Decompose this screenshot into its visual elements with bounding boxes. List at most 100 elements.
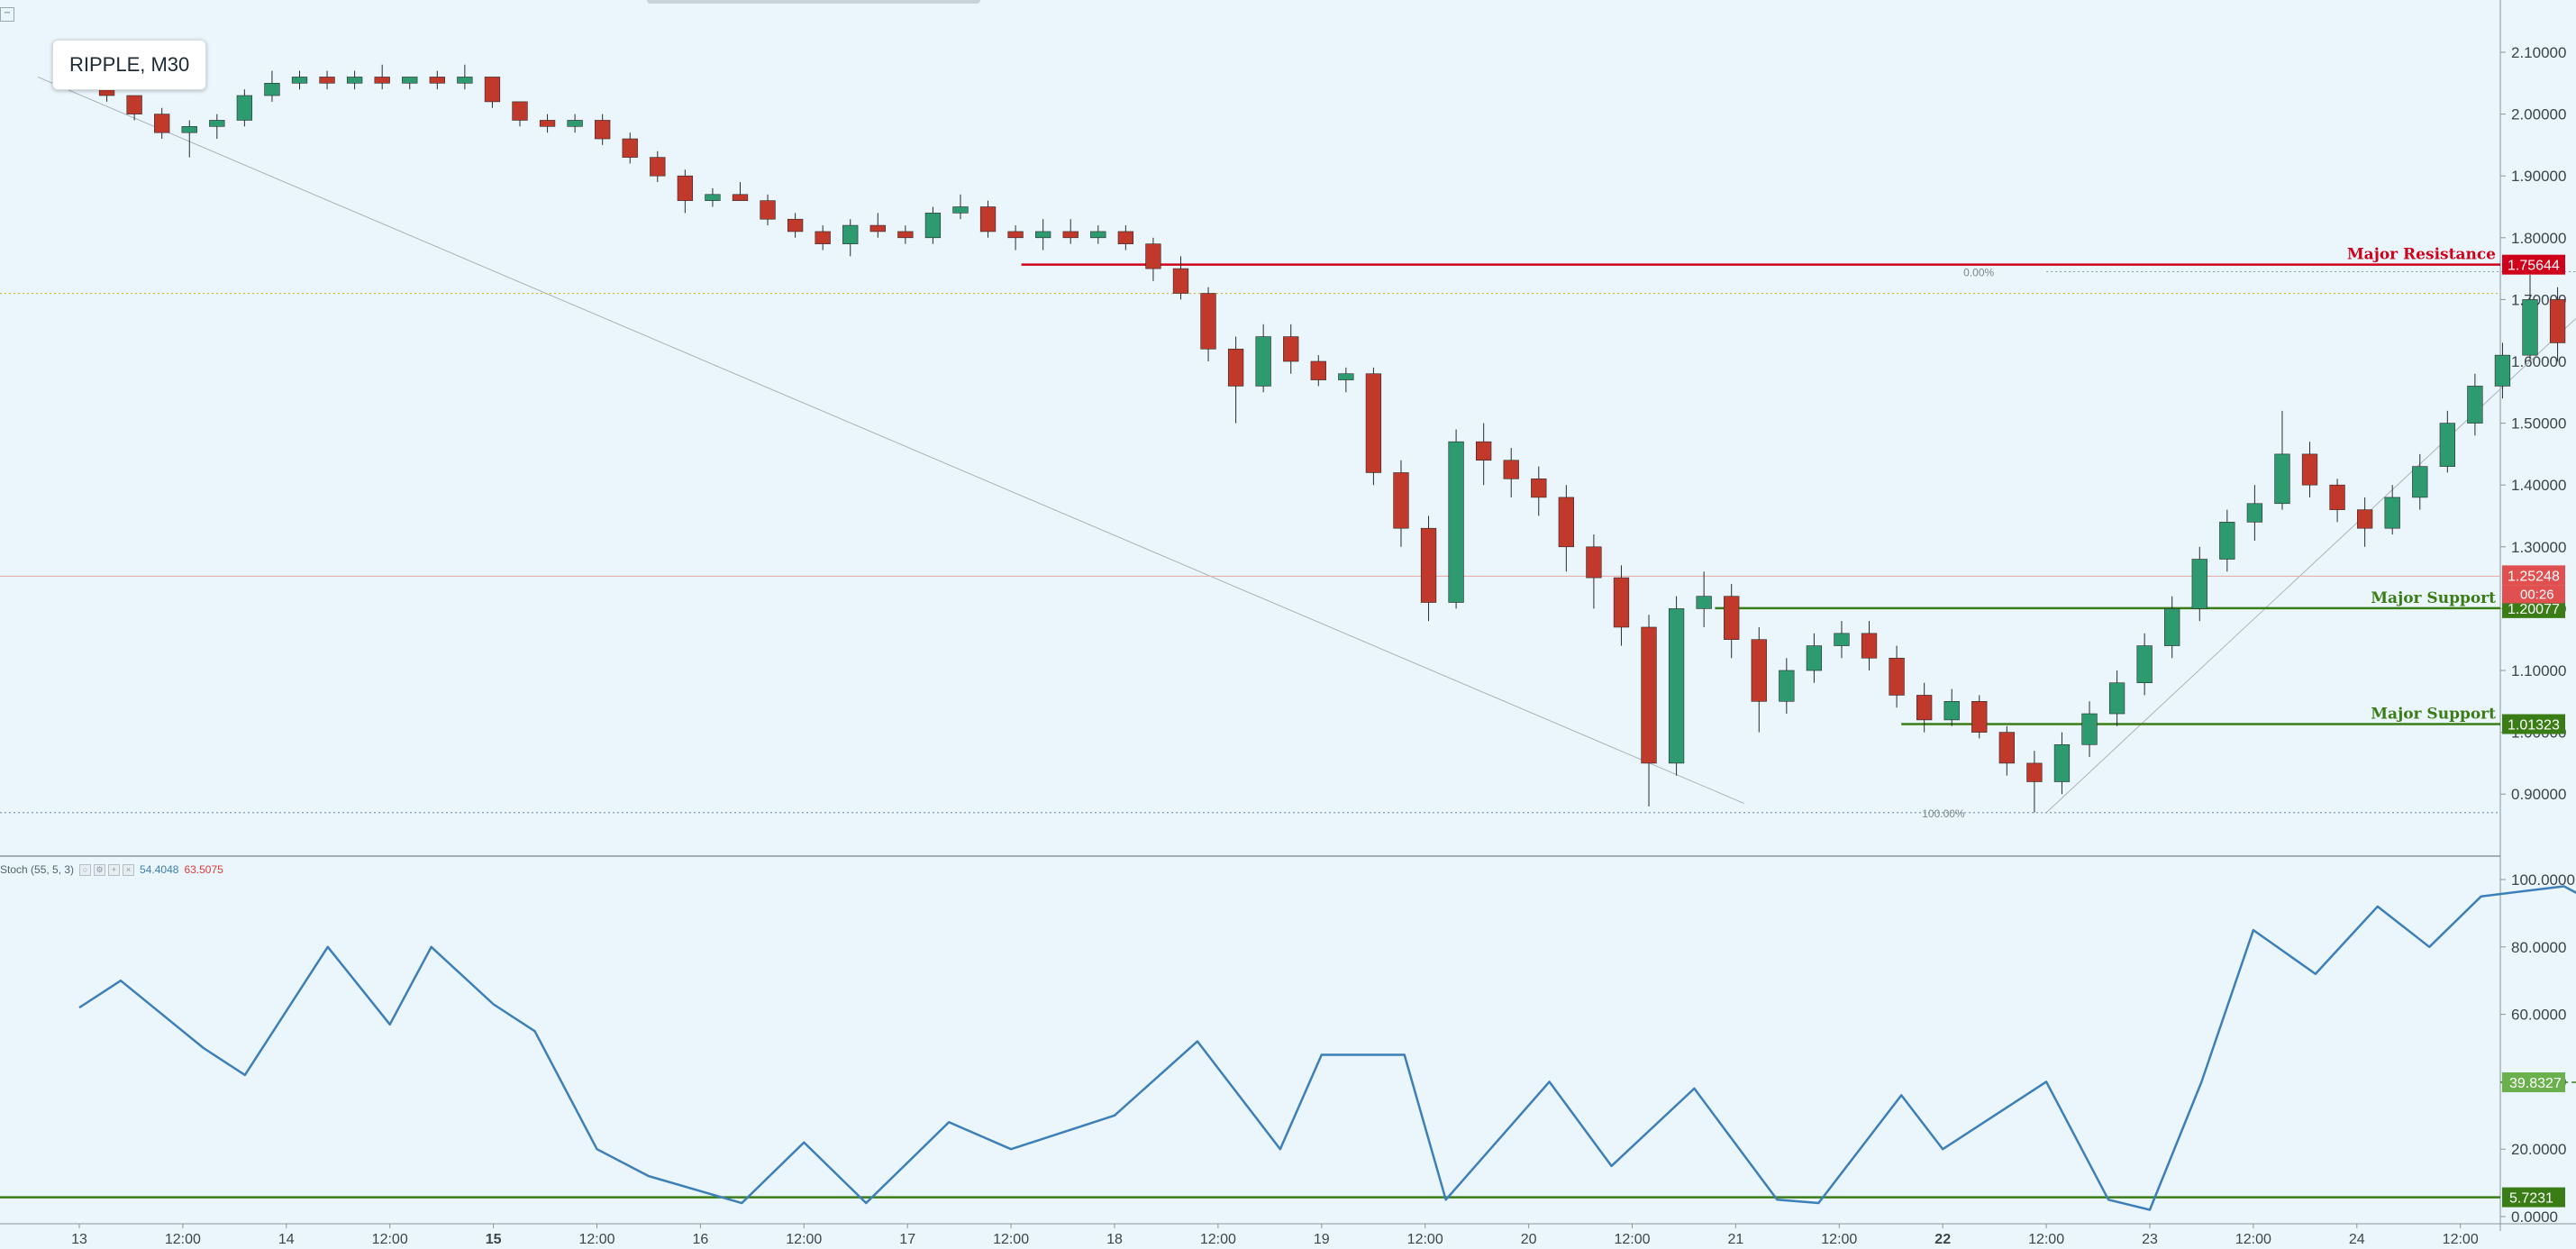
candle-body[interactable] bbox=[897, 231, 914, 239]
candle-body[interactable] bbox=[1035, 231, 1051, 239]
candle-body[interactable] bbox=[1696, 596, 1712, 609]
candle-body[interactable] bbox=[2494, 354, 2511, 387]
candle-body[interactable] bbox=[924, 213, 942, 239]
candle-body[interactable] bbox=[2136, 645, 2153, 684]
candle-body[interactable] bbox=[1503, 460, 1519, 479]
candle-body[interactable] bbox=[1889, 657, 1905, 696]
candle-body[interactable] bbox=[622, 138, 638, 158]
candle-body[interactable] bbox=[1062, 231, 1079, 239]
candle-body[interactable] bbox=[1090, 231, 1106, 239]
candle-body[interactable] bbox=[1117, 231, 1134, 244]
candle-body[interactable] bbox=[1751, 639, 1767, 702]
candle-body[interactable] bbox=[787, 218, 804, 232]
candle-body[interactable] bbox=[484, 77, 501, 103]
candle-body[interactable] bbox=[1365, 373, 1382, 473]
candle-body[interactable] bbox=[2329, 484, 2345, 510]
candle-body[interactable] bbox=[2246, 503, 2263, 523]
candle-body[interactable] bbox=[209, 120, 225, 127]
candle-body[interactable] bbox=[374, 77, 390, 84]
candle-body[interactable] bbox=[1145, 243, 1161, 269]
candle-body[interactable] bbox=[264, 83, 280, 96]
candle-body[interactable] bbox=[154, 114, 170, 133]
stoch-line[interactable] bbox=[78, 885, 2576, 1211]
candle-body[interactable] bbox=[2384, 497, 2400, 529]
candle-body[interactable] bbox=[1531, 479, 1547, 498]
candle-body[interactable] bbox=[1943, 700, 1960, 721]
candle-body[interactable] bbox=[1779, 670, 1795, 702]
candle-body[interactable] bbox=[1393, 472, 1409, 529]
candle-body[interactable] bbox=[429, 77, 445, 84]
candle-body[interactable] bbox=[595, 120, 611, 140]
candle-body[interactable] bbox=[1200, 293, 1216, 350]
candle-body[interactable] bbox=[2081, 713, 2098, 745]
candle-body[interactable] bbox=[1338, 373, 1354, 380]
candle-body[interactable] bbox=[1586, 546, 1602, 579]
eye-icon[interactable]: ○ bbox=[79, 863, 92, 876]
candle-body[interactable] bbox=[2164, 608, 2180, 646]
candle-body[interactable] bbox=[815, 231, 831, 244]
candle-body[interactable] bbox=[2301, 453, 2318, 486]
candle-body[interactable] bbox=[1916, 695, 1933, 721]
candle-body[interactable] bbox=[2026, 762, 2043, 782]
candle-body[interactable] bbox=[1641, 626, 1657, 764]
add-icon[interactable]: + bbox=[108, 863, 121, 876]
candle-body[interactable] bbox=[1420, 527, 1437, 603]
settings-icon[interactable]: ⚙ bbox=[94, 863, 106, 876]
candle-body[interactable] bbox=[1971, 700, 1988, 733]
candle-body[interactable] bbox=[346, 77, 363, 84]
candle-body[interactable] bbox=[842, 224, 859, 244]
candle-body[interactable] bbox=[2219, 522, 2235, 560]
candle-body[interactable] bbox=[869, 224, 886, 232]
candle-body[interactable] bbox=[677, 175, 694, 201]
candle-body[interactable] bbox=[1172, 268, 1189, 294]
candle-body[interactable] bbox=[732, 194, 749, 201]
candle-body[interactable] bbox=[952, 206, 969, 214]
candle-body[interactable] bbox=[1558, 497, 1574, 548]
candle-body[interactable] bbox=[2274, 453, 2290, 505]
candle-body[interactable] bbox=[2191, 559, 2207, 609]
candle-body[interactable] bbox=[1283, 336, 1299, 362]
candle-body[interactable] bbox=[539, 120, 556, 127]
candle-body[interactable] bbox=[1806, 645, 1823, 671]
candle-body[interactable] bbox=[2356, 509, 2373, 529]
candle-body[interactable] bbox=[1310, 360, 1326, 380]
candle-body[interactable] bbox=[1834, 633, 1850, 646]
candle-body[interactable] bbox=[1255, 336, 1271, 387]
candle-body[interactable] bbox=[1668, 608, 1685, 764]
candle-body[interactable] bbox=[1861, 633, 1878, 659]
candle-body[interactable] bbox=[1448, 441, 1464, 603]
candle-body[interactable] bbox=[402, 77, 418, 84]
candle-body[interactable] bbox=[2467, 386, 2483, 424]
candle-body[interactable] bbox=[2549, 299, 2566, 343]
candle-body[interactable] bbox=[2412, 466, 2428, 498]
collapse-icon[interactable]: − bbox=[0, 7, 14, 22]
candle-body[interactable] bbox=[1724, 596, 1740, 640]
candle-body[interactable] bbox=[319, 77, 335, 84]
top-toolbar-tab[interactable] bbox=[647, 0, 980, 4]
candle-body[interactable] bbox=[2053, 744, 2071, 782]
symbol-title[interactable]: RIPPLE, M30 bbox=[52, 40, 207, 90]
price-axis-panel[interactable] bbox=[2500, 0, 2576, 1249]
candle-body[interactable] bbox=[2522, 299, 2538, 356]
candle-body[interactable] bbox=[1007, 231, 1024, 239]
candle-body[interactable] bbox=[457, 77, 473, 84]
candle-body[interactable] bbox=[126, 95, 142, 114]
candle-body[interactable] bbox=[2108, 682, 2125, 715]
candle-body[interactable] bbox=[236, 95, 253, 121]
candle-body[interactable] bbox=[567, 120, 583, 127]
candle-body[interactable] bbox=[291, 77, 308, 84]
candle-body[interactable] bbox=[650, 157, 666, 177]
candle-body[interactable] bbox=[1227, 348, 1244, 387]
candle-body[interactable] bbox=[512, 101, 528, 121]
candle-body[interactable] bbox=[181, 126, 197, 133]
candle-body[interactable] bbox=[760, 200, 776, 220]
close-icon[interactable]: × bbox=[123, 863, 135, 876]
candle-body[interactable] bbox=[2439, 423, 2455, 467]
time-tick-label: 12:00 bbox=[2443, 1232, 2479, 1247]
candle-body[interactable] bbox=[1476, 441, 1492, 461]
candle-body[interactable] bbox=[979, 206, 997, 232]
candle-body[interactable] bbox=[1998, 732, 2015, 764]
candle-body[interactable] bbox=[705, 194, 721, 201]
candle-body[interactable] bbox=[1613, 577, 1630, 628]
